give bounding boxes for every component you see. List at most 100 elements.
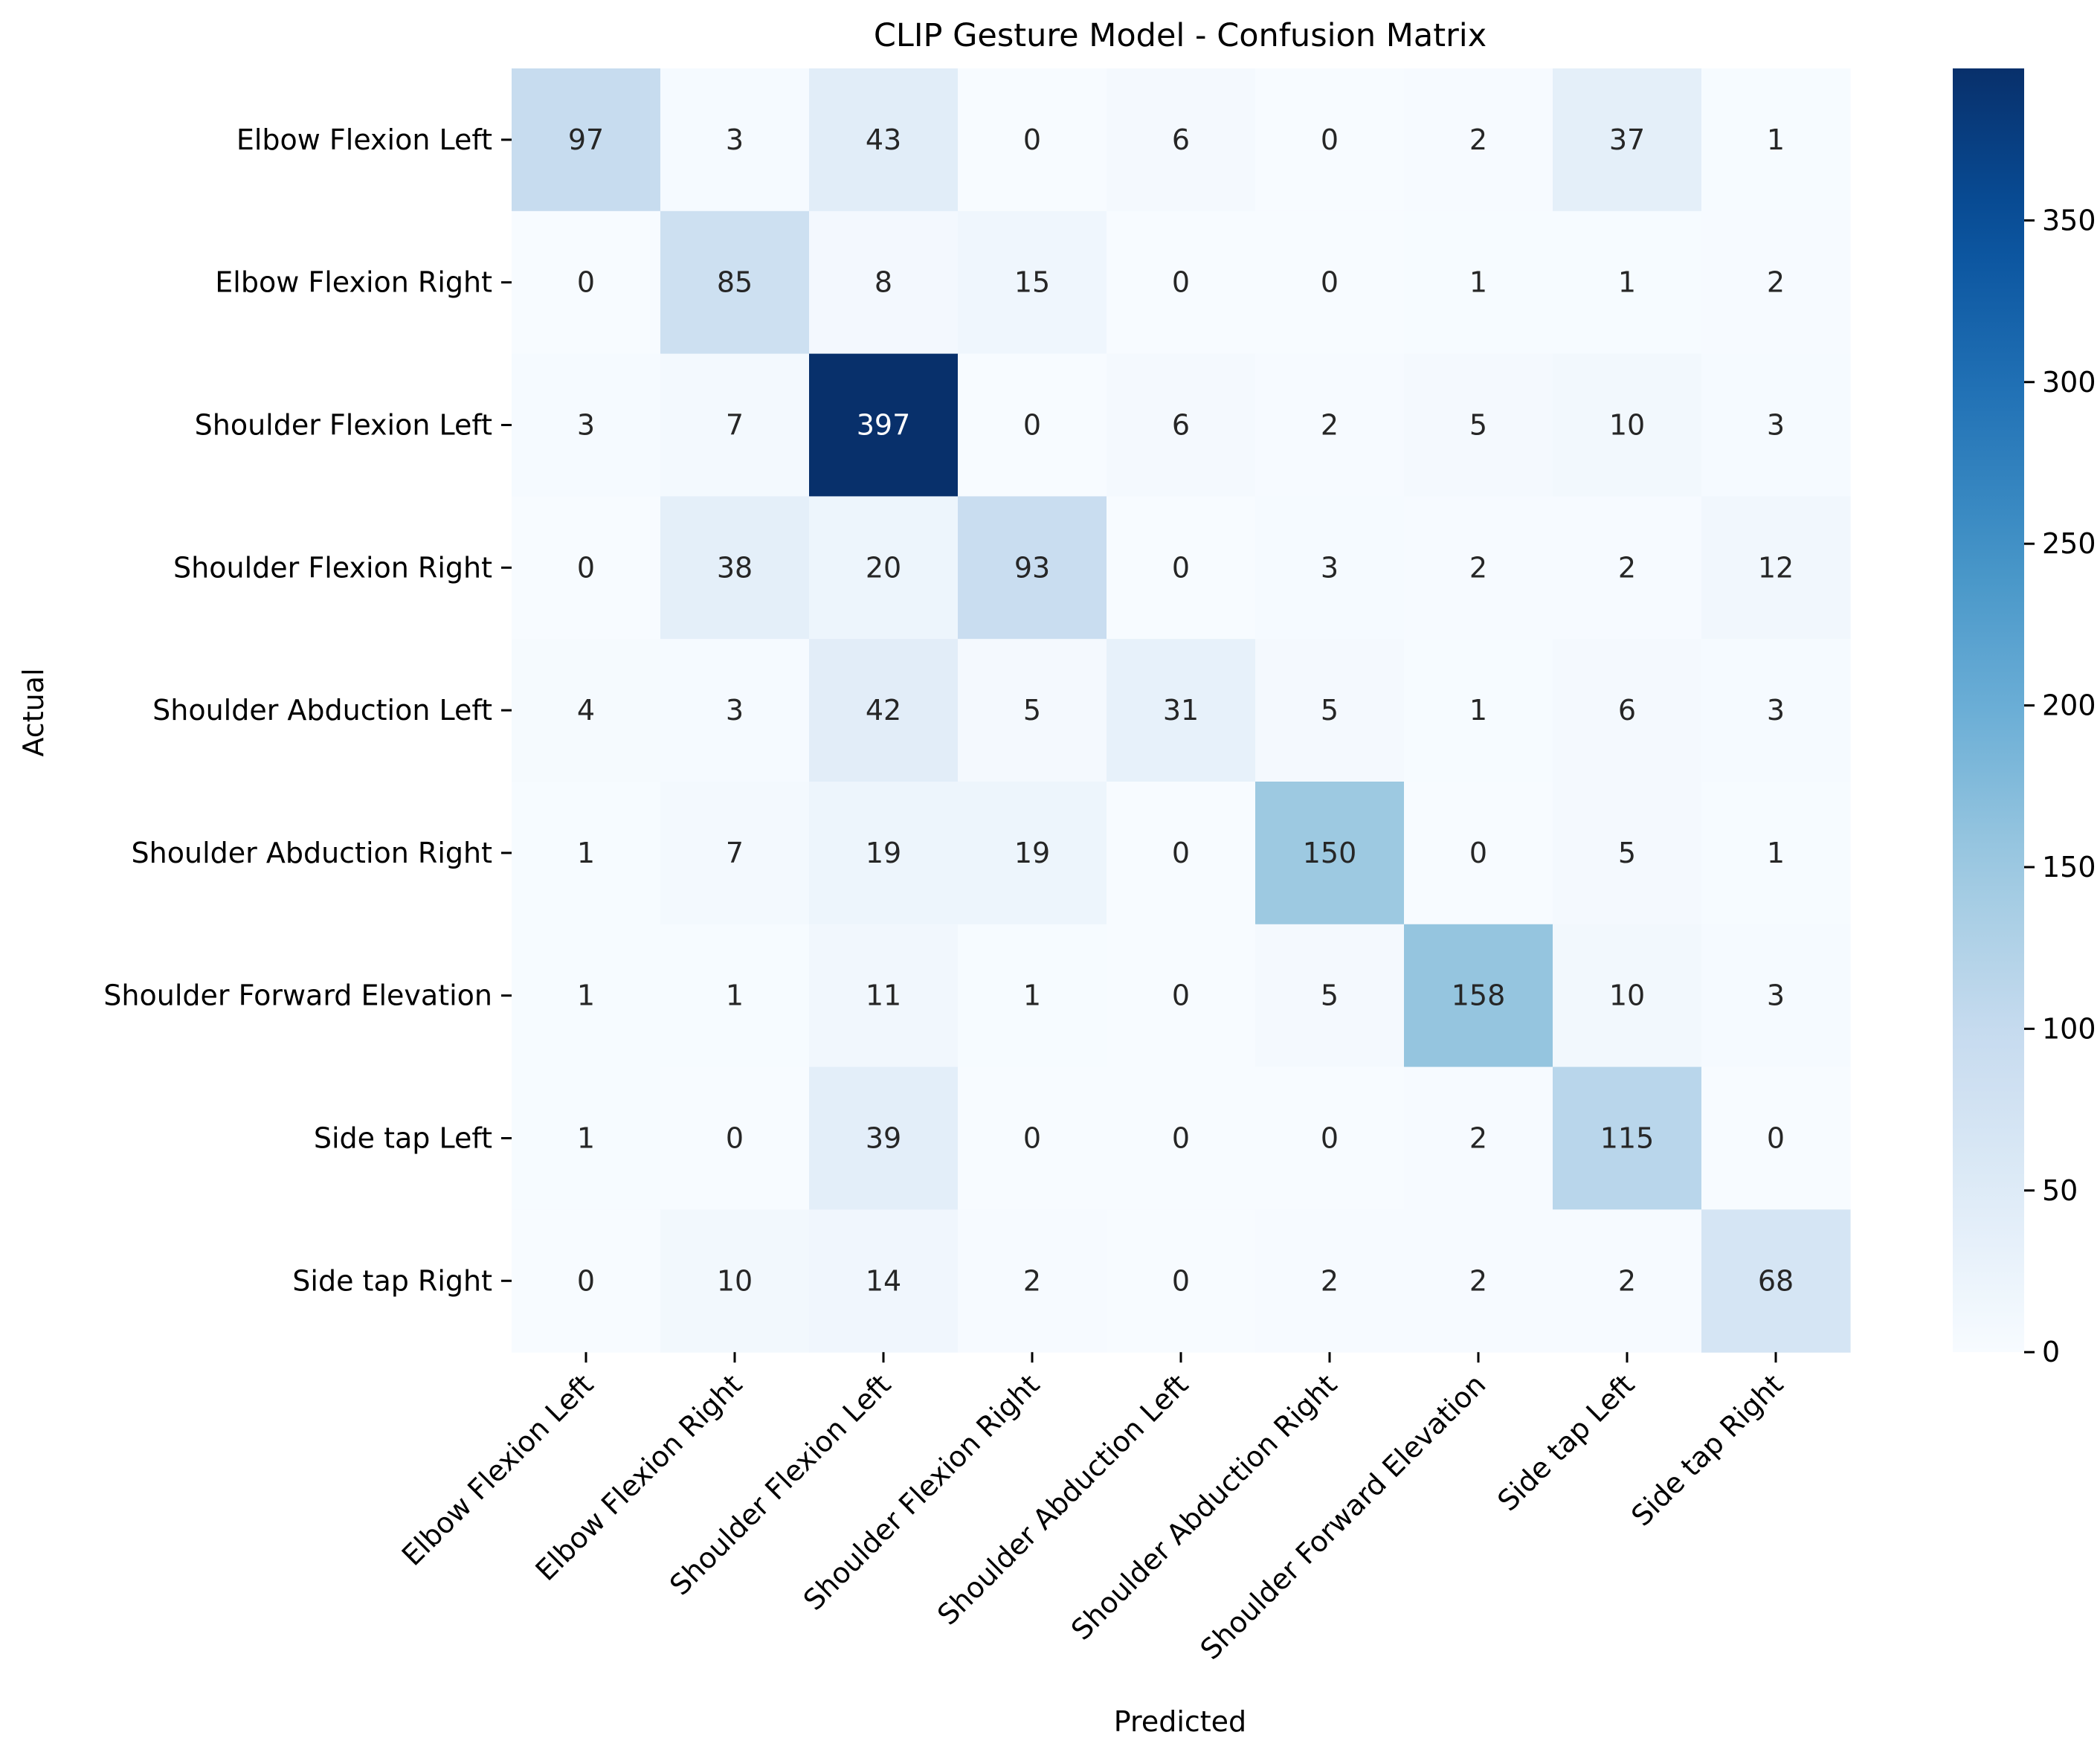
heatmap-cell: [958, 353, 1107, 497]
heatmap-cell: [958, 210, 1107, 355]
heatmap-cell: [660, 1209, 810, 1353]
heatmap-cell-label: 1: [1767, 123, 1785, 156]
heatmap-cell-label: 39: [866, 1122, 901, 1155]
heatmap-cell-label: 2: [1469, 123, 1487, 156]
heatmap-cell: [512, 353, 661, 497]
heatmap-cell-label: 5: [1321, 694, 1339, 727]
heatmap-cell-label: 2: [1618, 551, 1636, 584]
heatmap-cell: [660, 210, 810, 355]
heatmap-cell-label: 2: [1321, 1264, 1339, 1297]
heatmap-cell-label: 10: [1609, 409, 1645, 442]
heatmap-cell: [809, 210, 959, 355]
heatmap-cell: [1553, 353, 1702, 497]
heatmap-cell: [809, 1209, 959, 1353]
heatmap-cell-label: 3: [1321, 551, 1339, 584]
heatmap-cell: [660, 496, 810, 640]
heatmap-cell: [809, 68, 959, 212]
heatmap-cell-label: 0: [1321, 123, 1339, 156]
heatmap-cell: [1701, 353, 1851, 497]
heatmap-cell-label: 1: [1469, 694, 1487, 727]
heatmap-cell-label: 6: [1172, 123, 1190, 156]
heatmap-cell-label: 6: [1172, 409, 1190, 442]
heatmap-cell-label: 85: [717, 266, 753, 299]
heatmap-cell-label: 5: [1321, 979, 1339, 1012]
heatmap-cell-label: 2: [1469, 1264, 1487, 1297]
heatmap-cell: [1107, 924, 1256, 1068]
heatmap-cell-label: 0: [1172, 979, 1190, 1012]
heatmap-cell-label: 37: [1609, 123, 1645, 156]
heatmap-cell-label: 0: [577, 1264, 595, 1297]
heatmap-cell-label: 0: [1172, 266, 1190, 299]
heatmap-cell: [809, 782, 959, 925]
heatmap-cell-label: 1: [577, 1122, 595, 1155]
heatmap-cell: [1404, 353, 1553, 497]
heatmap-cell-label: 93: [1014, 551, 1050, 584]
heatmap-cell: [1107, 782, 1256, 925]
heatmap-cell: [809, 1066, 959, 1210]
heatmap-cell: [1404, 639, 1553, 782]
heatmap-cell-label: 0: [1321, 1122, 1339, 1155]
heatmap-cell-labels: 97 3 43 0 6 0 2 37 10 85 8 15 0 0 1 1 23 7 397 0 6 2 5 10 30 38 20…: [568, 123, 1794, 1297]
heatmap-cell-label: 5: [1618, 837, 1636, 869]
colorbar-tick-label: 350: [2042, 204, 2096, 236]
heatmap-cell: [1255, 782, 1405, 925]
y-tick-label: Shoulder Abduction Right: [132, 837, 492, 869]
y-tick-label: Elbow Flexion Left: [236, 123, 492, 156]
heatmap-cell-label: 1: [577, 837, 595, 869]
heatmap-cell-label: 3: [726, 694, 744, 727]
heatmap-cell: [1701, 782, 1851, 925]
heatmap-cell-label: 2: [1321, 409, 1339, 442]
y-tick-label: Side tap Right: [292, 1264, 492, 1297]
heatmap-cell: [809, 639, 959, 782]
heatmap-cell-label: 3: [1767, 409, 1785, 442]
heatmap-cell: [958, 496, 1107, 640]
heatmap-cell: [660, 639, 810, 782]
heatmap-cell: [1404, 1209, 1553, 1353]
colorbar-tick-label: 100: [2042, 1012, 2096, 1045]
heatmap-cell: [1404, 68, 1553, 212]
heatmap-cell: [1255, 1209, 1405, 1353]
heatmap-cell: [660, 1066, 810, 1210]
y-tick-label: Shoulder Flexion Left: [195, 409, 492, 442]
heatmap-cell-label: 7: [726, 409, 744, 442]
heatmap-cell-label: 3: [726, 123, 744, 156]
heatmap-cell-label: 0: [1321, 266, 1339, 299]
colorbar-tick-label: 200: [2042, 689, 2096, 722]
heatmap-cell: [1404, 782, 1553, 925]
heatmap-cell-label: 3: [1767, 979, 1785, 1012]
heatmap-cell-label: 1: [1767, 837, 1785, 869]
heatmap-cell-label: 0: [1172, 1122, 1190, 1155]
heatmap-cell: [958, 924, 1107, 1068]
colorbar-tick-label: 250: [2042, 527, 2096, 560]
heatmap-cell-label: 14: [866, 1264, 901, 1297]
heatmap-cell: [660, 924, 810, 1068]
heatmap-cell: [809, 353, 959, 497]
heatmap-cell: [1701, 1209, 1851, 1353]
heatmap-cell: [1701, 924, 1851, 1068]
colorbar-tick-label: 50: [2042, 1174, 2078, 1207]
heatmap-cell-label: 5: [1469, 409, 1487, 442]
heatmap-cell: [1255, 353, 1405, 497]
heatmap-cell-label: 0: [577, 551, 595, 584]
heatmap-cell-label: 1: [577, 979, 595, 1012]
heatmap-cell: [1553, 1209, 1702, 1353]
heatmap-cell-label: 150: [1303, 837, 1357, 869]
heatmap-cell-label: 68: [1758, 1264, 1794, 1297]
heatmap-cell-label: 0: [1023, 1122, 1041, 1155]
heatmap-cell-label: 10: [717, 1264, 753, 1297]
heatmap-cell: [1553, 496, 1702, 640]
heatmap-cell: [512, 924, 661, 1068]
heatmap-cell-label: 0: [726, 1122, 744, 1155]
heatmap-cell: [1107, 210, 1256, 355]
heatmap-cell: [1255, 68, 1405, 212]
heatmap-cell-label: 115: [1600, 1122, 1655, 1155]
heatmap-cell: [660, 782, 810, 925]
heatmap-cell-label: 0: [1023, 409, 1041, 442]
heatmap-cell-label: 20: [866, 551, 901, 584]
colorbar-gradient: [1953, 68, 2024, 1353]
heatmap-cell-label: 0: [1767, 1122, 1785, 1155]
heatmap-cell: [1255, 210, 1405, 355]
heatmap-cell: [809, 496, 959, 640]
heatmap-cell: [958, 639, 1107, 782]
heatmap-cell-label: 42: [866, 694, 901, 727]
